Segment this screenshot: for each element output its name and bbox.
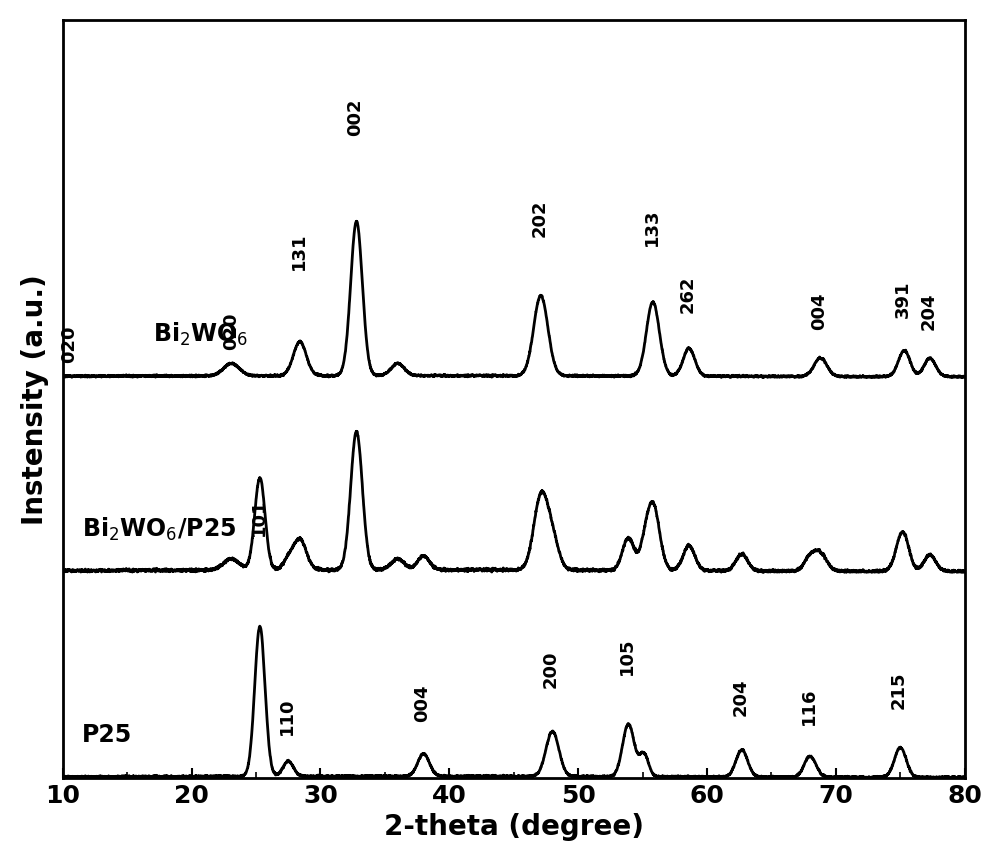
Text: 002: 002 bbox=[346, 98, 364, 135]
Text: 116: 116 bbox=[799, 686, 817, 724]
Text: 204: 204 bbox=[730, 678, 748, 715]
Y-axis label: Instensity (a.u.): Instensity (a.u.) bbox=[21, 274, 49, 524]
Text: 131: 131 bbox=[290, 232, 308, 269]
Text: 110: 110 bbox=[278, 697, 296, 734]
Text: 004: 004 bbox=[413, 684, 431, 722]
Text: Bi$_2$WO$_6$/P25: Bi$_2$WO$_6$/P25 bbox=[82, 516, 236, 542]
Text: 020: 020 bbox=[222, 313, 240, 350]
Text: 133: 133 bbox=[642, 208, 660, 245]
Text: P25: P25 bbox=[82, 722, 132, 746]
Text: 202: 202 bbox=[530, 200, 548, 237]
X-axis label: 2-theta (degree): 2-theta (degree) bbox=[384, 812, 643, 840]
Text: 262: 262 bbox=[678, 276, 696, 313]
Text: 101: 101 bbox=[249, 499, 268, 536]
Text: 204: 204 bbox=[919, 293, 937, 330]
Text: Bi$_2$WO$_6$: Bi$_2$WO$_6$ bbox=[152, 321, 248, 348]
Text: 004: 004 bbox=[810, 293, 828, 330]
Text: 105: 105 bbox=[617, 636, 635, 674]
Text: 215: 215 bbox=[889, 672, 907, 709]
Text: 391: 391 bbox=[893, 280, 911, 317]
Text: 020: 020 bbox=[60, 325, 78, 362]
Text: 200: 200 bbox=[541, 649, 559, 687]
